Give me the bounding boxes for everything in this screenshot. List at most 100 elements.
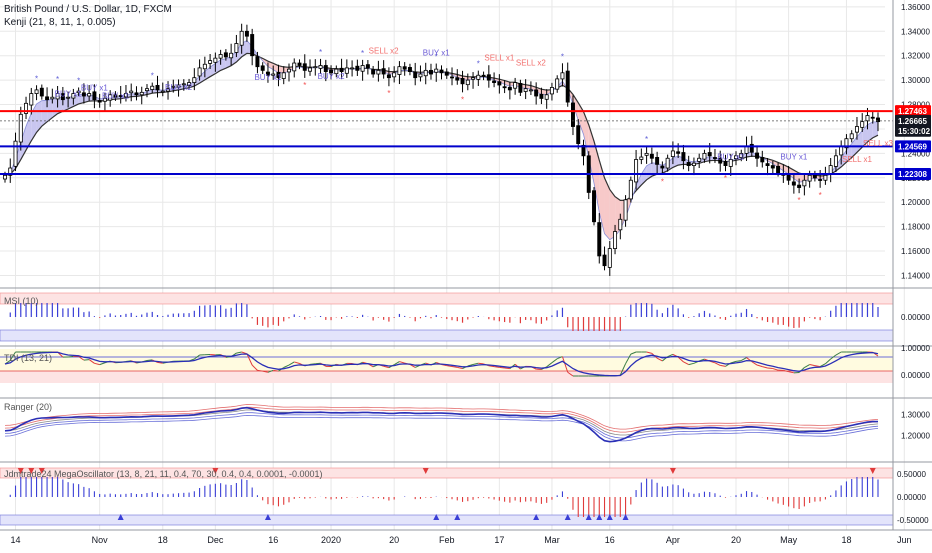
candle-body [577, 126, 580, 144]
swing-low-mark: * [798, 196, 801, 205]
candle-body [3, 175, 6, 179]
candle-body [261, 66, 264, 71]
candle-body [324, 65, 327, 71]
swing-high-mark: * [151, 72, 154, 81]
candle-body [466, 80, 469, 85]
candle-body [792, 182, 795, 185]
tdi-label[interactable]: TDI (13, 21) [4, 353, 52, 363]
candle-body [203, 64, 206, 69]
candle-body [682, 153, 685, 161]
candle-body [671, 151, 674, 157]
candle-body [677, 152, 680, 154]
candle-body [435, 69, 438, 72]
candle-body [540, 94, 543, 98]
candle-body [598, 223, 601, 256]
ranger-tick-label: 1.30000 [901, 411, 930, 420]
candle-body [403, 67, 406, 69]
candle-body [88, 94, 91, 96]
candle-body [151, 86, 154, 89]
price-tick-label: 1.30000 [901, 76, 930, 85]
candle-body [419, 74, 422, 77]
x-tick-label: 16 [605, 535, 615, 545]
candle-body [209, 61, 212, 64]
candle-body [777, 166, 780, 173]
candle-body [514, 83, 517, 89]
indicator-legend[interactable]: Kenji (21, 8, 11, 1, 0.005) [4, 17, 116, 28]
candle-body [251, 34, 254, 55]
candle-body [834, 156, 837, 167]
candle-body [545, 95, 548, 100]
tdi-fast-seg [505, 368, 510, 369]
signal-label: BUY x1 [254, 73, 282, 82]
candle-body [351, 68, 354, 69]
candle-body [771, 166, 774, 168]
candle-body [708, 153, 711, 156]
x-tick-label: Nov [92, 535, 109, 545]
candle-body [414, 72, 417, 77]
candle-body [498, 82, 501, 85]
price-label-text: 1.27463 [898, 107, 927, 116]
price-label-text: 1.24569 [898, 142, 927, 151]
price-tick-label: 1.18000 [901, 223, 930, 232]
x-tick-label: 17 [494, 535, 504, 545]
swing-low-mark: * [61, 108, 64, 117]
x-tick-label: 14 [11, 535, 21, 545]
candle-body [666, 158, 669, 168]
swing-low-mark: * [724, 174, 727, 183]
tdi-mid-zone [0, 349, 893, 371]
candle-body [635, 159, 638, 181]
candle-body [556, 79, 559, 89]
signal-label: SELL x2 [369, 46, 399, 55]
candle-body [487, 75, 490, 80]
candle-body [519, 83, 522, 92]
candle-body [440, 70, 443, 73]
x-tick-label: Apr [666, 535, 680, 545]
candle-body [408, 67, 411, 71]
candle-body [51, 97, 54, 99]
signal-label: BUY x2 [165, 83, 193, 92]
candle-body [393, 73, 396, 77]
candle-body [535, 90, 538, 96]
candle-body [93, 92, 96, 100]
symbol-title: British Pound / U.S. Dollar, 1D, FXCM [4, 4, 172, 15]
candle-body [456, 78, 459, 80]
candle-body [861, 122, 864, 128]
swing-low-mark: * [819, 191, 822, 200]
candle-body [808, 175, 811, 181]
candle-body [230, 53, 233, 58]
candle-body [608, 249, 611, 268]
candle-body [303, 64, 306, 71]
x-tick-label: 18 [841, 535, 851, 545]
candle-body [145, 89, 148, 91]
candle-body [850, 134, 853, 139]
price-tick-label: 1.32000 [901, 52, 930, 61]
mega-label[interactable]: Jdmtrade24 MegaOscillator (13, 8, 21, 11… [4, 469, 323, 479]
candle-body [14, 141, 17, 166]
tdi-fast-seg [84, 360, 89, 361]
candle-body [866, 116, 869, 121]
msi-tick-label: 0.00000 [901, 313, 930, 322]
signal-label: SELL x2 [516, 58, 546, 67]
msi-lower-band [0, 330, 893, 341]
swing-low-mark: * [387, 89, 390, 98]
candle-body [429, 70, 432, 74]
candle-body [240, 31, 243, 45]
mega-tick-label: 0.50000 [897, 470, 926, 479]
price-tick-label: 1.16000 [901, 247, 930, 256]
signal-label: SELL x1 [484, 54, 514, 63]
swing-low-mark: * [661, 178, 664, 187]
ranger-label[interactable]: Ranger (20) [4, 402, 52, 412]
price-label-text: 1.26665 [898, 117, 927, 126]
candle-body [592, 191, 595, 222]
tdi-fast-seg [68, 356, 73, 357]
candle-body [19, 114, 22, 142]
tdi-fast-seg [499, 367, 504, 368]
candle-body [372, 70, 375, 74]
candle-body [482, 75, 485, 76]
x-tick-label: Feb [439, 535, 455, 545]
tdi-tick-label: 0.00000 [901, 371, 930, 380]
msi-label[interactable]: MSI (10) [4, 296, 39, 306]
signal-label: BUY x1 [102, 91, 130, 100]
